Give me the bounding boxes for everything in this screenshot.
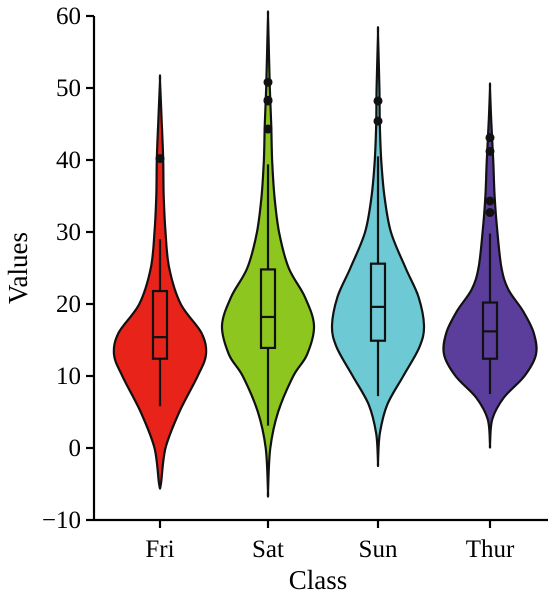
y-tick-label: −10 <box>42 507 81 534</box>
violin-outlier <box>485 146 495 156</box>
y-tick-label: 20 <box>56 291 81 318</box>
violin-sun <box>330 26 426 468</box>
x-tick-label: Sun <box>359 536 398 563</box>
violin-outlier <box>263 77 273 87</box>
violin-box <box>259 268 277 350</box>
violin-outlier <box>263 124 273 134</box>
x-tick-label: Fri <box>145 536 174 563</box>
y-tick-label: 60 <box>56 3 81 30</box>
violin-outlier <box>485 133 495 143</box>
y-axis: −10 0 10 20 30 40 50 60 <box>42 3 96 534</box>
y-tick-label: 10 <box>56 363 81 390</box>
violin-outlier <box>155 154 165 164</box>
x-axis-title: Class <box>289 565 348 595</box>
violin-outlier <box>263 95 273 105</box>
y-tick-label: 0 <box>69 435 82 462</box>
violin-box <box>369 262 387 342</box>
x-tick-label: Sat <box>252 536 284 563</box>
y-tick-label: 40 <box>56 147 81 174</box>
x-axis: Fri Sat Sun Thur <box>94 518 548 563</box>
x-tick-label: Thur <box>466 536 515 563</box>
violin-outlier <box>485 208 495 218</box>
violin-outlier <box>485 196 495 206</box>
violin-outlier <box>373 116 383 126</box>
violin-box <box>151 289 169 360</box>
y-axis-title: Values <box>3 232 33 304</box>
y-tick-label: 50 <box>56 75 81 102</box>
violin-thur <box>442 82 538 449</box>
y-tick-label: 30 <box>56 219 81 246</box>
violin-fri <box>112 74 208 490</box>
violin-outlier <box>373 96 383 106</box>
violin-sat <box>220 10 316 498</box>
violins <box>112 10 538 498</box>
